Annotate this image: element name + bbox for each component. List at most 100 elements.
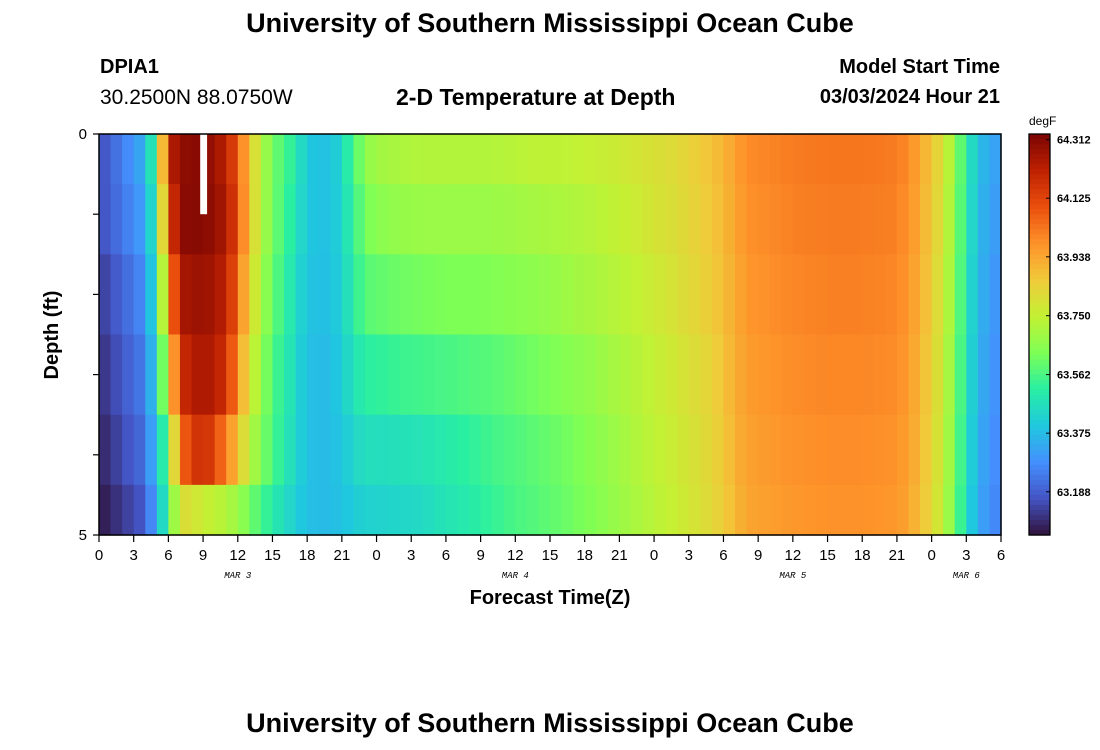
heatmap-cell — [226, 484, 239, 536]
x-tick-label: 0 — [372, 547, 380, 564]
heatmap-cell — [711, 184, 725, 255]
heatmap-cell — [480, 254, 493, 336]
heatmap-cell — [353, 254, 366, 336]
heatmap-cell — [214, 184, 227, 255]
heatmap-cell — [827, 134, 840, 185]
heatmap-cell — [630, 414, 644, 486]
heatmap-cell — [399, 184, 412, 255]
heatmap-cell — [920, 334, 933, 416]
heatmap-cell — [399, 134, 412, 185]
colorbar-segment — [1029, 344, 1050, 351]
heatmap-cell — [260, 414, 274, 486]
heatmap-cell — [850, 184, 863, 255]
heatmap-cell — [966, 254, 979, 336]
heatmap-cell — [284, 254, 297, 336]
heatmap-cell — [272, 134, 285, 185]
heatmap-cell — [700, 484, 713, 536]
heatmap-cell — [110, 414, 123, 486]
colorbar-segment — [1029, 144, 1050, 150]
heatmap-cell — [156, 254, 169, 336]
heatmap-cell — [642, 414, 655, 486]
heatmap-cell — [561, 334, 574, 416]
colorbar-segment — [1029, 334, 1050, 341]
heatmap-cell — [827, 254, 840, 336]
heatmap-cell — [804, 134, 817, 185]
x-tick-label: 15 — [542, 547, 559, 564]
colorbar-segment — [1029, 264, 1050, 270]
colorbar-segment — [1029, 269, 1050, 275]
heatmap-cell — [839, 134, 852, 185]
heatmap-cell — [526, 334, 540, 416]
x-tick-label: 21 — [611, 547, 628, 564]
heatmap-cell — [596, 334, 609, 416]
heatmap-cell — [758, 184, 771, 255]
heatmap-cell — [966, 334, 979, 416]
heatmap-cell — [619, 134, 632, 185]
heatmap-cell — [654, 134, 667, 185]
heatmap-cell — [341, 414, 355, 486]
heatmap-cell — [353, 184, 366, 255]
heatmap-cell — [550, 334, 563, 416]
heatmap-cell — [735, 134, 748, 185]
heatmap-cell — [260, 334, 274, 416]
heatmap-cell — [353, 334, 366, 416]
heatmap-cell — [272, 414, 285, 486]
colorbar-segment — [1029, 239, 1050, 245]
colorbar-segment — [1029, 149, 1050, 155]
heatmap-cell — [827, 414, 840, 486]
heatmap-cell — [688, 484, 701, 536]
heatmap-cell — [122, 184, 135, 255]
x-tick-label: 18 — [854, 547, 871, 564]
x-tick-label: 3 — [130, 547, 138, 564]
y-tick-label: 5 — [79, 527, 87, 544]
heatmap-cell — [538, 414, 551, 486]
heatmap-cell — [179, 134, 193, 185]
heatmap-cell — [792, 254, 806, 336]
colorbar-segment — [1029, 354, 1050, 361]
heatmap-cell — [873, 414, 886, 486]
heatmap-cell — [619, 414, 632, 486]
heatmap-cell — [307, 254, 320, 336]
heatmap-cell — [896, 134, 910, 185]
heatmap-cell — [237, 134, 250, 185]
station-id: DPIA1 — [100, 56, 159, 78]
heatmap-cell — [422, 134, 435, 185]
heatmap-cell — [769, 184, 782, 255]
temperature-depth-heatmap: 0 3 6 9 12 15 18 21 0 3 6 9 12 15 18 21 0 3 6 9 12 15 18 21 0 3 6 M… — [41, 114, 1091, 609]
heatmap-cell — [526, 414, 540, 486]
heatmap-cell — [168, 184, 181, 255]
heatmap-cell — [827, 484, 840, 536]
heatmap-cell — [896, 414, 910, 486]
heatmap-cell — [688, 134, 701, 185]
colorbar-tick-label: 63.938 — [1057, 252, 1091, 264]
heatmap-cell — [873, 184, 886, 255]
colorbar-segment — [1029, 394, 1050, 401]
colorbar-segment — [1029, 189, 1050, 195]
heatmap-cell — [573, 184, 586, 255]
heatmap-cell — [792, 184, 806, 255]
heatmap-cell — [850, 134, 863, 185]
heatmap-cell — [781, 484, 794, 536]
heatmap-cell — [156, 484, 169, 536]
heatmap-cell — [341, 184, 355, 255]
x-tick-label: 9 — [199, 547, 207, 564]
heatmap-cell — [133, 334, 146, 416]
heatmap-cell — [550, 184, 563, 255]
heatmap-cell — [584, 414, 597, 486]
colorbar-segment — [1029, 434, 1050, 441]
heatmap-cell — [122, 414, 135, 486]
heatmap-cell — [700, 184, 713, 255]
heatmap-cell — [873, 334, 886, 416]
heatmap-cell — [873, 134, 886, 185]
heatmap-cell — [191, 334, 204, 416]
heatmap-cell — [943, 254, 956, 336]
heatmap-cell — [226, 334, 239, 416]
heatmap-cell — [746, 184, 759, 255]
colorbar-segment — [1029, 219, 1050, 225]
heatmap-cell — [318, 414, 331, 486]
heatmap-cell — [584, 334, 597, 416]
heatmap-cell — [145, 414, 158, 486]
heatmap-cell — [457, 254, 470, 336]
heatmap-cell — [214, 134, 227, 185]
colorbar-segment — [1029, 289, 1050, 295]
